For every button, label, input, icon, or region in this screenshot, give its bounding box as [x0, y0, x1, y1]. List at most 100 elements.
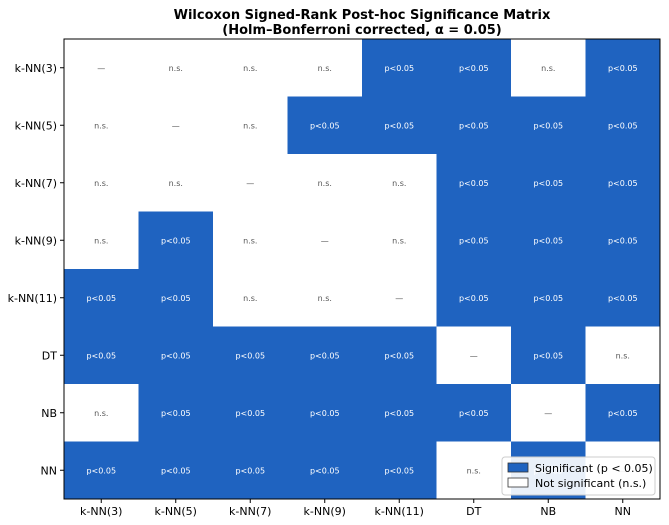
legend-swatch-not-significant — [507, 477, 529, 488]
cell-value-label: — — [97, 64, 105, 73]
cell-value-label: p<0.05 — [86, 351, 116, 360]
heatmap-cell — [436, 384, 512, 442]
heatmap-cell — [362, 211, 437, 270]
heatmap-cell — [138, 269, 214, 327]
cell-value-label: p<0.05 — [161, 236, 191, 245]
row-label-k-nn-11: k-NN(11) — [8, 292, 57, 305]
cell-value-label: — — [172, 121, 180, 130]
row-label-nn: NN — [41, 464, 57, 477]
cell-value-label: n.s. — [169, 64, 183, 73]
heatmap-cell — [287, 96, 363, 155]
heatmap-cell — [213, 211, 288, 270]
heatmap-cell — [436, 269, 512, 327]
legend-label-not-significant: Not significant (n.s.) — [535, 477, 646, 490]
cell-value-label: p<0.05 — [608, 64, 638, 73]
heatmap-cell — [585, 269, 661, 327]
cell-value-label: n.s. — [318, 64, 332, 73]
cell-value-label: n.s. — [243, 64, 257, 73]
heatmap-cell — [585, 326, 661, 385]
cell-value-label: p<0.05 — [459, 64, 489, 73]
heatmap-cell — [511, 326, 586, 385]
heatmap-cell — [287, 154, 363, 212]
column-label-nn: NN — [615, 505, 631, 518]
heatmap-cell — [511, 39, 586, 97]
legend: Significant (p < 0.05) Not significant (n… — [501, 456, 656, 496]
cell-value-label: p<0.05 — [235, 466, 265, 475]
cell-value-label: p<0.05 — [310, 351, 340, 360]
cell-value-label: n.s. — [94, 236, 108, 245]
heatmap-cell — [362, 269, 437, 327]
cell-value-label: p<0.05 — [608, 294, 638, 303]
plot-frame — [63, 38, 661, 500]
heatmap-cell — [362, 39, 437, 97]
cell-value-label: p<0.05 — [161, 294, 191, 303]
cell-value-label: p<0.05 — [533, 236, 563, 245]
heatmap-cell — [585, 154, 661, 212]
cell-value-label: p<0.05 — [608, 121, 638, 130]
heatmap-cell — [362, 384, 437, 442]
heatmap-cell — [64, 154, 139, 212]
heatmap-cell — [585, 384, 661, 442]
cell-value-label: p<0.05 — [459, 294, 489, 303]
heatmap-cell — [436, 154, 512, 212]
cell-value-label: — — [246, 179, 254, 188]
heatmap-cell — [511, 384, 586, 442]
legend-box — [501, 456, 656, 496]
row-tick-labels: k-NN(3) k-NN(5) k-NN(7) k-NN(9) k-NN(11) DT NB… — [8, 62, 64, 477]
heatmap-cell — [64, 39, 139, 97]
cell-value-label: — — [470, 351, 478, 360]
cell-value-label: p<0.05 — [459, 179, 489, 188]
heatmap-cell — [64, 384, 139, 442]
cell-value-label: — — [321, 236, 329, 245]
heatmap-cell — [287, 326, 363, 385]
cell-value-label: p<0.05 — [384, 409, 414, 418]
cell-value-label: p<0.05 — [533, 121, 563, 130]
cell-value-label: n.s. — [243, 236, 257, 245]
heatmap-cell — [511, 211, 586, 270]
heatmap-cell — [213, 326, 288, 385]
cell-value-label: p<0.05 — [161, 466, 191, 475]
heatmap-cells: — n.s. n.s. n.s. p<0.05 p<0.05 n.s. p<0.05 n.s. —… — [64, 39, 661, 500]
heatmap-cell — [64, 96, 139, 155]
heatmap-cell — [585, 39, 661, 97]
chart-title: Wilcoxon Signed-Rank Post-hoc Significan… — [174, 8, 551, 23]
heatmap-cell — [287, 269, 363, 327]
column-label-k-nn-9: k-NN(9) — [304, 505, 346, 518]
heatmap-cell — [585, 211, 661, 270]
cell-value-label: n.s. — [243, 294, 257, 303]
heatmap-cell — [287, 211, 363, 270]
cell-value-label: n.s. — [243, 121, 257, 130]
row-label-nb: NB — [41, 407, 57, 420]
cell-value-label: n.s. — [616, 351, 630, 360]
row-label-k-nn-9: k-NN(9) — [15, 234, 57, 247]
cell-value-label: n.s. — [94, 179, 108, 188]
heatmap-cell — [213, 96, 288, 155]
cell-value-label: p<0.05 — [310, 121, 340, 130]
cell-value-label: p<0.05 — [235, 351, 265, 360]
heatmap-cell — [436, 326, 512, 385]
column-label-dt: DT — [466, 505, 481, 518]
column-label-k-nn-7: k-NN(7) — [229, 505, 271, 518]
chart-subtitle: (Holm–Bonferroni corrected, α = 0.05) — [222, 23, 502, 38]
cell-value-label: p<0.05 — [459, 236, 489, 245]
heatmap-cell — [138, 39, 214, 97]
cell-value-label: — — [395, 294, 403, 303]
column-tick-labels: k-NN(3) k-NN(5) k-NN(7) k-NN(9) k-NN(11) DT NB… — [80, 499, 631, 518]
cell-value-label: p<0.05 — [459, 409, 489, 418]
cell-value-label: p<0.05 — [533, 179, 563, 188]
cell-value-label: p<0.05 — [86, 466, 116, 475]
heatmap-cell — [64, 211, 139, 270]
cell-value-label: p<0.05 — [384, 351, 414, 360]
heatmap-cell — [213, 39, 288, 97]
heatmap-cell — [138, 384, 214, 442]
cell-value-label: p<0.05 — [384, 466, 414, 475]
heatmap-cell — [213, 269, 288, 327]
cell-value-label: n.s. — [318, 179, 332, 188]
heatmap-cell — [362, 326, 437, 385]
row-label-k-nn-3: k-NN(3) — [15, 62, 57, 75]
cell-value-label: n.s. — [169, 179, 183, 188]
heatmap-cell — [138, 96, 214, 155]
cell-value-label: p<0.05 — [533, 351, 563, 360]
row-label-k-nn-7: k-NN(7) — [15, 177, 57, 190]
cell-value-label: p<0.05 — [86, 294, 116, 303]
